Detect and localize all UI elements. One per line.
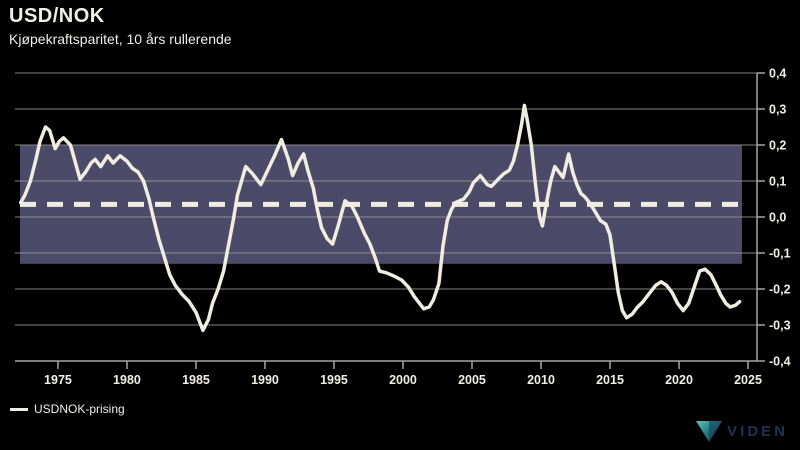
x-tick-label: 1990 [251,373,279,387]
y-tick-label: -0,3 [769,319,791,333]
x-tick-label: 1980 [113,373,141,387]
x-tick-label: 2020 [665,373,693,387]
viden-triangle-logo-icon [696,421,723,442]
y-tick-label: 0,4 [769,67,786,81]
y-tick-label: 0,2 [769,139,786,153]
y-tick-label: -0,2 [769,283,791,297]
brand-name: VIDEN [727,422,788,440]
legend-line-swatch [10,407,28,411]
chart-header: USD/NOK Kjøpekraftsparitet, 10 års rulle… [9,5,232,47]
x-tick-label: 1975 [44,373,72,387]
page-title: USD/NOK [9,5,105,27]
page-subtitle: Kjøpekraftsparitet, 10 års rullerende [9,31,232,47]
legend-label: USDNOK-prising [34,402,125,416]
x-tick-label: 2000 [389,373,417,387]
y-tick-label: 0,1 [769,175,786,189]
x-tick-label: 2015 [596,373,624,387]
x-tick-label: 2010 [527,373,555,387]
series-line-USDNOK-prising [18,103,742,333]
x-tick-label: 1985 [182,373,210,387]
y-tick-label: -0,4 [769,355,791,369]
brand-logo: VIDEN [695,419,788,443]
y-tick-label: 0,0 [769,211,786,225]
chart-legend: USDNOK-prising [10,402,125,416]
x-tick-label: 2025 [734,373,762,387]
y-tick-label: 0,3 [769,103,786,117]
y-tick-label: -0,1 [769,247,791,261]
x-tick-label: 1995 [320,373,348,387]
x-tick-label: 2005 [458,373,486,387]
